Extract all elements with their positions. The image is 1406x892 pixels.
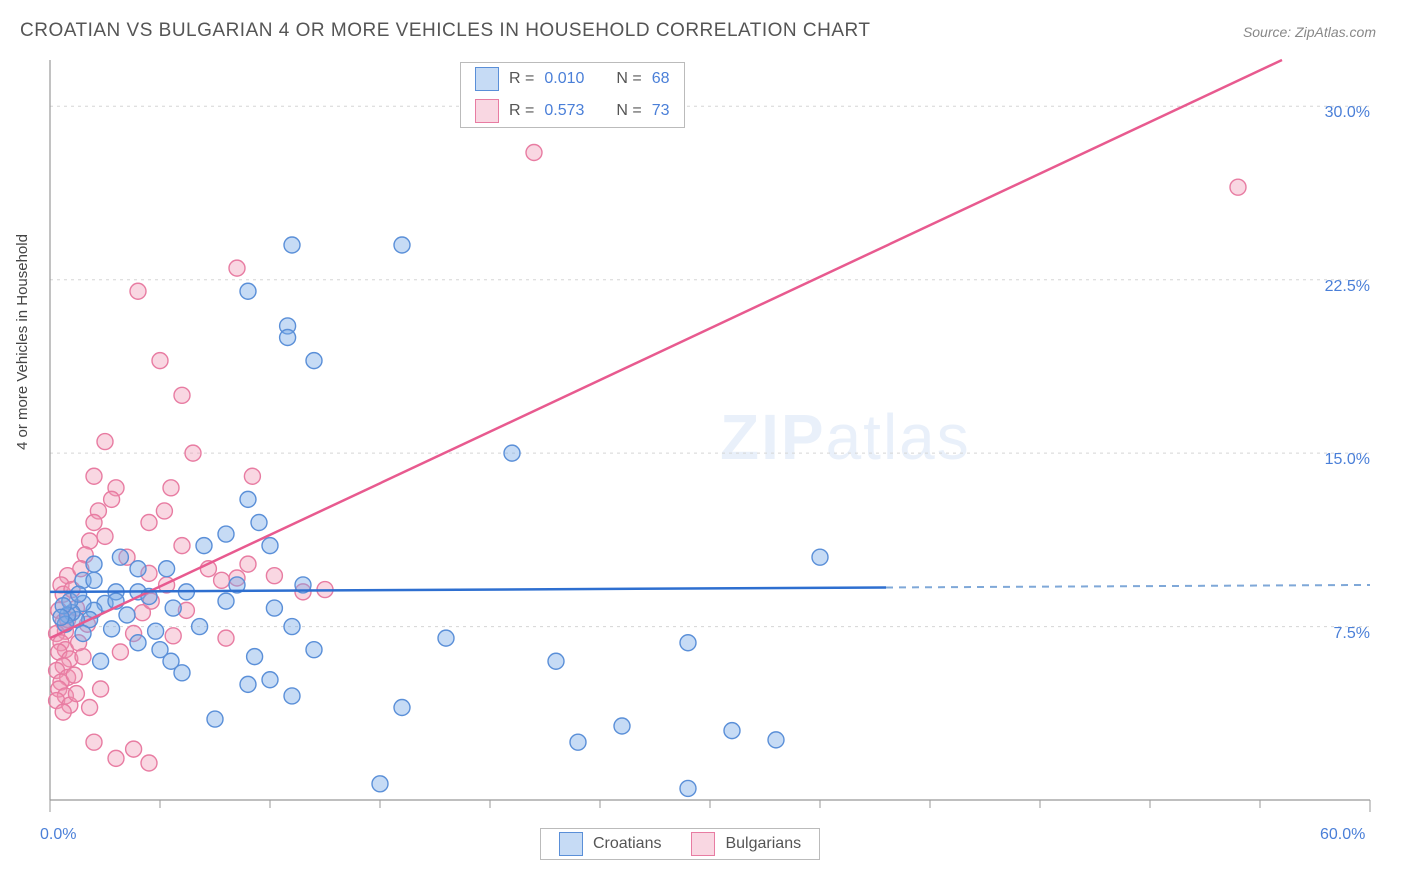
x-tick-label: 0.0%: [40, 826, 76, 844]
legend-swatch: [475, 99, 499, 123]
legend-n-value: 68: [652, 70, 670, 88]
legend-row: R = 0.010 N = 68: [461, 63, 684, 95]
y-tick-label: 30.0%: [1310, 104, 1370, 122]
y-tick-label: 7.5%: [1310, 625, 1370, 643]
gridlines: [50, 106, 1370, 626]
legend-r-label: R =: [509, 70, 534, 88]
legend-n-value: 73: [652, 102, 670, 120]
legend-item: Croatians: [559, 832, 661, 856]
legend-r-value: 0.010: [544, 70, 584, 88]
legend-r-value: 0.573: [544, 102, 584, 120]
legend-series-label: Croatians: [593, 835, 661, 853]
series-legend: Croatians Bulgarians: [540, 828, 820, 860]
legend-swatch: [691, 832, 715, 856]
scatter-bulgarians: [49, 145, 1246, 772]
legend-row: R = 0.573 N = 73: [461, 95, 684, 127]
chart-svg: [0, 0, 1406, 892]
legend-n-label: N =: [616, 102, 641, 120]
legend-item: Bulgarians: [691, 832, 801, 856]
correlation-legend: R = 0.010 N = 68 R = 0.573 N = 73: [460, 62, 685, 128]
legend-series-label: Bulgarians: [725, 835, 801, 853]
y-tick-label: 22.5%: [1310, 278, 1370, 296]
legend-swatch: [559, 832, 583, 856]
y-tick-label: 15.0%: [1310, 451, 1370, 469]
legend-n-label: N =: [616, 70, 641, 88]
regression-lines: [50, 60, 1370, 638]
axes: [50, 60, 1370, 812]
x-tick-label: 60.0%: [1320, 826, 1365, 844]
legend-r-label: R =: [509, 102, 534, 120]
legend-swatch: [475, 67, 499, 91]
